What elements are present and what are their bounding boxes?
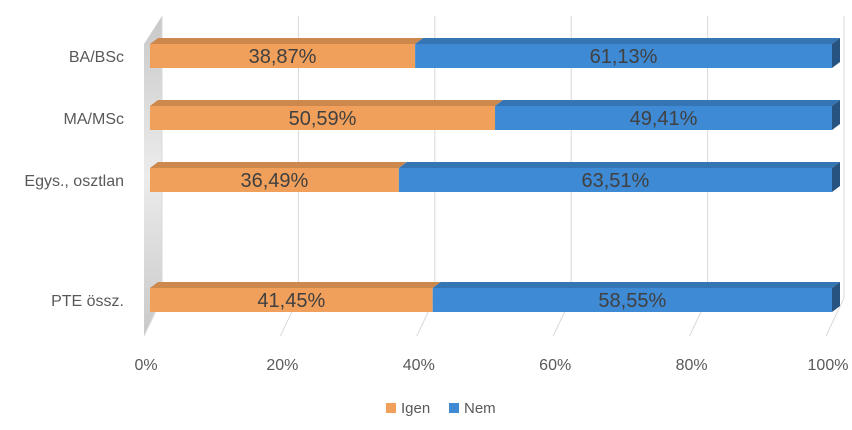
legend-label: Igen xyxy=(401,400,430,417)
bar-segment: 58,55% xyxy=(432,282,840,312)
data-label: 63,51% xyxy=(582,170,650,192)
bars: 38,87% 61,13% 50,59% 49,41% 36,49% 63,51% 41,4… xyxy=(150,38,840,312)
bar-front-face xyxy=(398,168,832,192)
bar-top-face xyxy=(150,38,424,44)
bar-top-face xyxy=(495,100,840,106)
bar-segment: 63,51% xyxy=(398,162,840,192)
bar-side-face xyxy=(832,38,840,68)
legend: Igen Nem xyxy=(386,400,496,417)
bar-front-face xyxy=(432,288,832,312)
data-label: 58,55% xyxy=(598,290,666,312)
x-tick-label: 20% xyxy=(266,357,298,374)
x-tick-label: 100% xyxy=(808,357,849,374)
category-label: Egys., osztlan xyxy=(24,173,124,190)
bar-segment: 41,45% xyxy=(150,282,441,312)
data-label: 61,13% xyxy=(590,46,658,68)
bar-segment: 61,13% xyxy=(415,38,840,68)
bar-segment: 38,87% xyxy=(150,38,424,68)
bar-side-face xyxy=(832,162,840,192)
bar-front-face xyxy=(150,44,416,68)
category-label: BA/BSc xyxy=(69,49,124,66)
category-label: PTE össz. xyxy=(51,293,124,310)
legend-item: Nem xyxy=(449,400,496,417)
legend-swatch xyxy=(386,403,396,413)
bar-segment: 49,41% xyxy=(495,100,840,130)
legend-item: Igen xyxy=(386,400,430,417)
bar-top-face xyxy=(150,100,504,106)
legend-swatch xyxy=(449,403,459,413)
bar-side-face xyxy=(832,100,840,130)
bar-top-face xyxy=(150,162,407,168)
bar-segment: 50,59% xyxy=(150,100,504,130)
bar-segment: 36,49% xyxy=(150,162,407,192)
x-tick-label: 0% xyxy=(134,357,157,374)
bar-front-face xyxy=(150,168,399,192)
bar-front-face xyxy=(495,106,832,130)
data-label: 50,59% xyxy=(289,108,357,130)
bar-side-face xyxy=(832,282,840,312)
data-label: 41,45% xyxy=(257,290,325,312)
x-tick-labels: 0% 20% 40% 60% 80% 100% xyxy=(134,357,848,374)
bar-top-face xyxy=(398,162,840,168)
category-labels: BA/BSc MA/MSc Egys., osztlan PTE össz. xyxy=(24,49,124,310)
bar-top-face xyxy=(415,38,840,44)
data-label: 49,41% xyxy=(630,108,698,130)
x-tick-label: 60% xyxy=(539,357,571,374)
x-tick-label: 40% xyxy=(403,357,435,374)
bar-front-face xyxy=(150,288,433,312)
bar-top-face xyxy=(432,282,840,288)
x-tick-label: 80% xyxy=(676,357,708,374)
bar-front-face xyxy=(150,106,496,130)
bar-top-face xyxy=(150,282,441,288)
category-label: MA/MSc xyxy=(64,111,124,128)
data-label: 38,87% xyxy=(249,46,317,68)
legend-label: Nem xyxy=(464,400,496,417)
grid-line-floor xyxy=(825,297,845,337)
data-label: 36,49% xyxy=(241,170,309,192)
bar-front-face xyxy=(415,44,832,68)
